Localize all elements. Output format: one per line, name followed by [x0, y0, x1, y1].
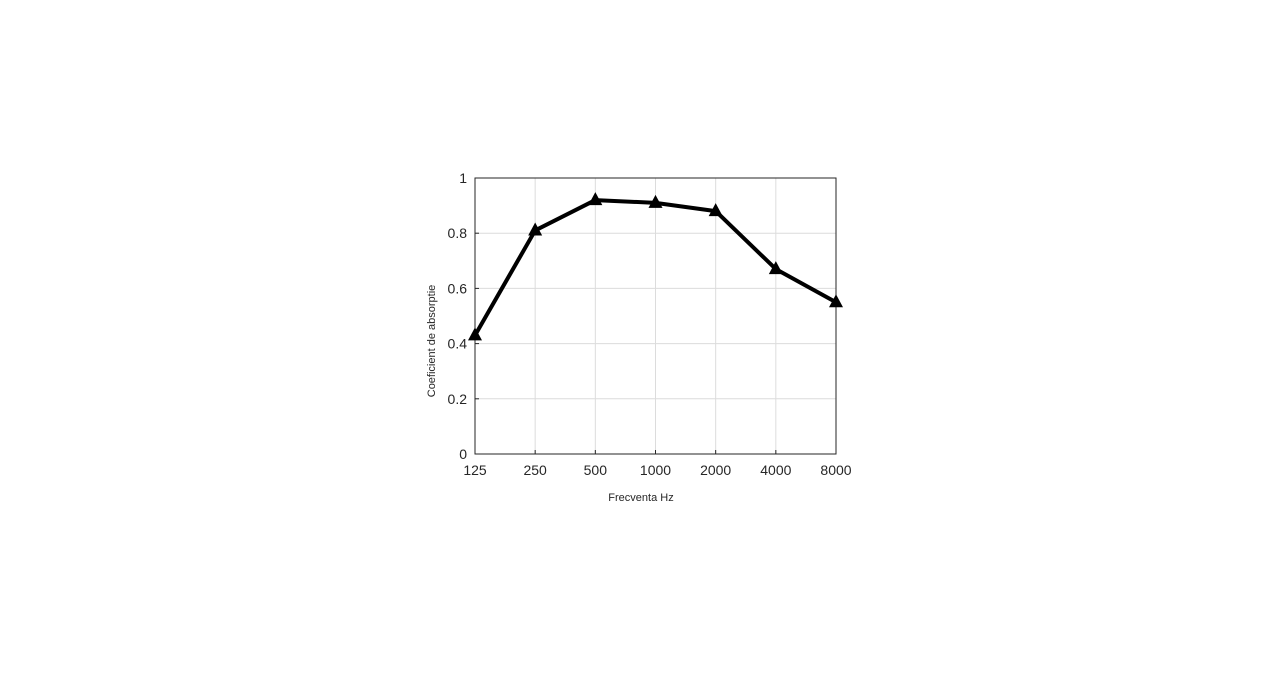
marker — [528, 222, 543, 236]
marker — [588, 192, 603, 206]
x-tick-label: 8000 — [820, 462, 851, 478]
x-tick-label: 2000 — [700, 462, 731, 478]
marker — [829, 294, 843, 308]
y-tick-label: 0.8 — [448, 225, 468, 241]
x-tick-label: 4000 — [760, 462, 791, 478]
y-tick-label: 0.2 — [448, 391, 468, 407]
x-tick-label: 1000 — [640, 462, 671, 478]
x-tick-label: 250 — [523, 462, 547, 478]
y-tick-label: 0 — [459, 446, 467, 462]
marker — [468, 327, 482, 341]
y-axis-label: Coeficient de absorptie — [426, 285, 438, 398]
y-tick-label: 0.6 — [448, 280, 468, 296]
x-tick-label: 125 — [463, 462, 487, 478]
x-axis-label: Frecventa Hz — [608, 492, 673, 504]
x-tick-label: 500 — [584, 462, 608, 478]
marker — [768, 261, 783, 275]
y-tick-label: 1 — [459, 170, 467, 186]
marker — [648, 194, 663, 208]
y-tick-label: 0.4 — [448, 336, 468, 352]
marker — [708, 203, 723, 217]
